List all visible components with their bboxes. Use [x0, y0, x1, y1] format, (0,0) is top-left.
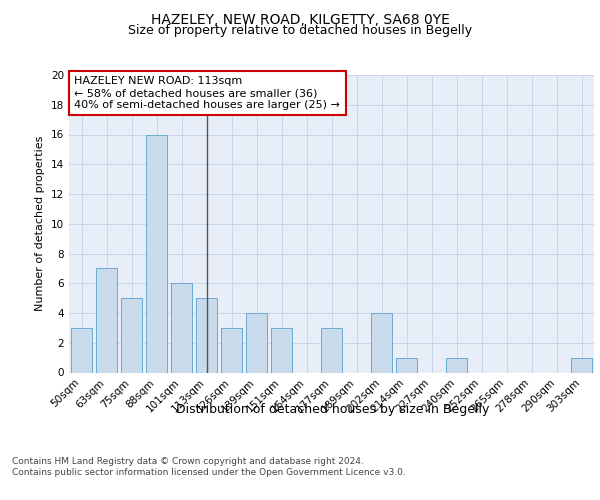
Text: HAZELEY NEW ROAD: 113sqm
← 58% of detached houses are smaller (36)
40% of semi-d: HAZELEY NEW ROAD: 113sqm ← 58% of detach…	[74, 76, 340, 110]
Bar	[96, 268, 117, 372]
Bar	[321, 328, 342, 372]
Text: Contains HM Land Registry data © Crown copyright and database right 2024.
Contai: Contains HM Land Registry data © Crown c…	[12, 458, 406, 477]
Bar	[571, 358, 592, 372]
Bar	[271, 328, 292, 372]
Bar	[146, 134, 167, 372]
Y-axis label: Number of detached properties: Number of detached properties	[35, 136, 46, 312]
Text: HAZELEY, NEW ROAD, KILGETTY, SA68 0YE: HAZELEY, NEW ROAD, KILGETTY, SA68 0YE	[151, 12, 449, 26]
Text: Distribution of detached houses by size in Begelly: Distribution of detached houses by size …	[176, 402, 490, 415]
Bar	[171, 283, 192, 372]
Bar	[196, 298, 217, 372]
Text: Size of property relative to detached houses in Begelly: Size of property relative to detached ho…	[128, 24, 472, 37]
Bar	[71, 328, 92, 372]
Bar	[371, 313, 392, 372]
Bar	[446, 358, 467, 372]
Bar	[246, 313, 267, 372]
Bar	[221, 328, 242, 372]
Bar	[396, 358, 417, 372]
Bar	[121, 298, 142, 372]
